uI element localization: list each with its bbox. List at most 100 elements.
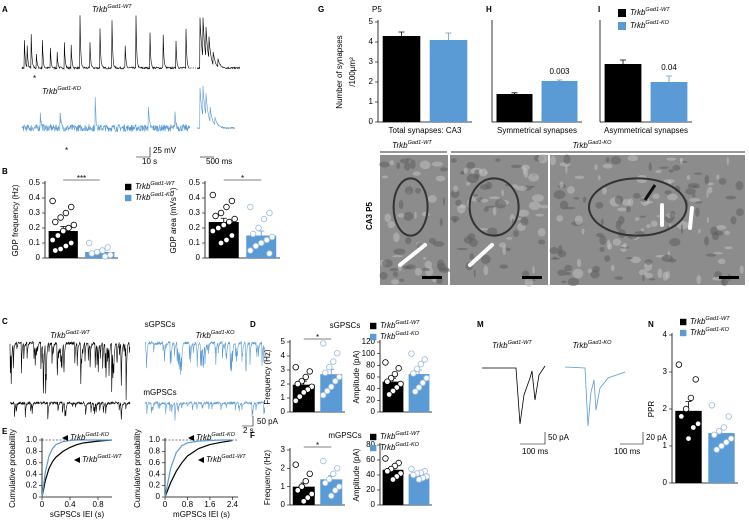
data-point — [68, 203, 75, 211]
em-vesicle — [588, 177, 688, 237]
annotation-arrow — [74, 457, 80, 463]
data-point — [300, 389, 307, 396]
panel-letter: G — [318, 5, 324, 14]
em-texture — [714, 230, 724, 236]
y-tick-label: 0 — [663, 478, 668, 487]
data-point — [330, 470, 337, 478]
em-texture — [438, 268, 451, 273]
em-texture — [473, 269, 476, 278]
label-text: Trkb — [392, 141, 408, 150]
x-tick-label: 0.8 — [92, 500, 104, 509]
data-point — [104, 244, 111, 251]
data-point — [415, 476, 423, 483]
panel-letter: A — [2, 5, 8, 14]
data-point — [302, 373, 309, 381]
em-texture — [622, 242, 627, 248]
superscript: Gad1-KO — [85, 432, 109, 438]
em-texture — [483, 206, 489, 212]
label-text: Trkb — [92, 5, 108, 14]
data-point — [302, 477, 309, 485]
y-tick-label: 0 — [371, 500, 376, 509]
panel-letter: N — [648, 320, 654, 329]
y-tick-label: 1 — [663, 441, 668, 450]
error-bar — [220, 217, 227, 222]
em-texture — [716, 225, 727, 230]
trace — [21, 15, 190, 71]
data-point — [292, 364, 299, 371]
data-point — [727, 435, 735, 442]
data-point — [266, 209, 273, 217]
label-text: Trkb — [492, 341, 508, 350]
y-tick-label: 1 — [281, 393, 286, 402]
em-texture — [467, 233, 476, 241]
em-texture — [440, 167, 448, 172]
label-text: Trkb — [380, 443, 396, 452]
data-point — [101, 253, 109, 260]
em-scale-bar — [422, 276, 442, 279]
em-texture — [726, 156, 729, 166]
data-point — [300, 498, 307, 505]
em-texture — [694, 201, 703, 204]
em-texture — [414, 211, 417, 219]
em-texture — [393, 232, 400, 243]
y-tick-label: 3 — [281, 445, 286, 454]
em-texture — [612, 238, 622, 246]
em-texture — [573, 196, 580, 200]
em-texture — [713, 252, 724, 255]
label: TrkbGad1-KO — [572, 140, 612, 150]
em-texture — [614, 195, 624, 205]
em-texture — [499, 264, 509, 269]
em-texture — [656, 214, 661, 218]
data-point — [412, 388, 419, 395]
label-text: * — [65, 146, 68, 155]
y-axis-label: Frequency (Hz) — [263, 349, 272, 404]
label: CA3 P5 — [365, 201, 374, 230]
em-texture — [405, 264, 416, 270]
data-point — [384, 468, 391, 475]
em-texture — [379, 161, 390, 168]
y-tick-label: 0.5 — [29, 178, 41, 187]
superscript: Gad1-KO — [588, 340, 612, 346]
data-point — [93, 248, 101, 256]
em-texture — [531, 194, 544, 202]
em-texture — [492, 206, 497, 216]
em-texture — [466, 161, 476, 169]
y-axis-label: /100µm² — [348, 57, 357, 87]
em-scale-bar — [522, 276, 542, 279]
superscript: Gad1-WT — [150, 181, 175, 187]
y-tick-label: 5 — [281, 337, 286, 346]
annotation: TrkbGad1-KO — [70, 432, 110, 442]
bar — [382, 36, 421, 122]
label: 20 pA — [646, 433, 668, 442]
y-tick-label: 0.4 — [29, 193, 41, 202]
em-texture — [483, 265, 489, 276]
em-scale-bar — [719, 276, 739, 279]
em-texture — [387, 220, 396, 229]
data-point — [258, 239, 265, 247]
data-point — [49, 236, 56, 244]
data-point — [382, 359, 389, 366]
em-texture — [439, 217, 443, 227]
significance-label: * — [241, 174, 244, 183]
em-texture — [455, 199, 462, 206]
bar — [650, 82, 688, 122]
data-point — [65, 224, 72, 232]
em-texture — [606, 239, 611, 250]
superscript: Gad1-WT — [221, 454, 246, 460]
em-texture — [419, 160, 431, 170]
label-text: 100 ms — [614, 447, 640, 456]
trace — [9, 400, 131, 420]
label-text: sGPSCs — [145, 320, 176, 329]
em-texture — [480, 198, 489, 203]
em-texture — [639, 215, 646, 218]
p-value: 0.003 — [549, 67, 570, 76]
legend-label: TrkbGad1-WT — [690, 316, 730, 326]
legend-swatch — [370, 322, 377, 330]
y-tick-label: 0.2 — [149, 481, 161, 490]
legend-swatch — [370, 333, 377, 341]
em-texture — [659, 166, 669, 169]
data-point — [62, 242, 70, 250]
y-tick-label: 4 — [663, 330, 668, 339]
legend-label: TrkbGad1-WT — [380, 320, 420, 330]
em-texture — [672, 164, 681, 171]
